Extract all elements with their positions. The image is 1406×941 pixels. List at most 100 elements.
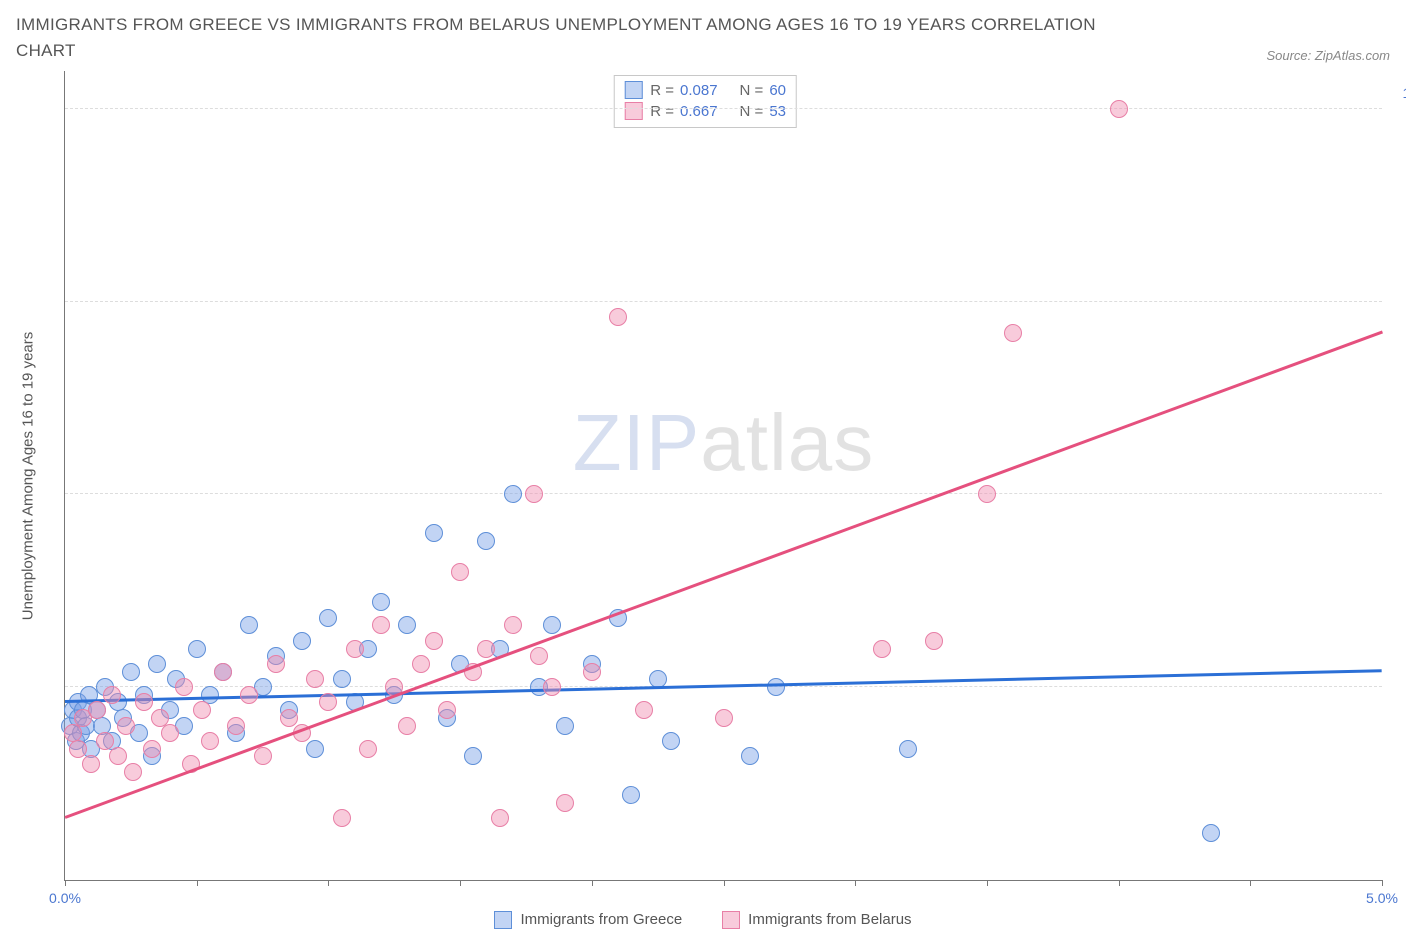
scatter-point [504,616,522,634]
scatter-point [333,670,351,688]
scatter-point [662,732,680,750]
scatter-point [240,616,258,634]
scatter-point [122,663,140,681]
scatter-point [306,740,324,758]
scatter-point [346,640,364,658]
legend-label: Immigrants from Belarus [748,911,911,928]
legend-swatch [624,81,642,99]
stats-row: R = 0.667 N = 53 [624,101,786,122]
scatter-point [398,616,416,634]
scatter-point [767,678,785,696]
x-tick-label: 0.0% [49,890,81,906]
scatter-point [530,647,548,665]
x-tick [460,880,461,886]
scatter-point [556,794,574,812]
gridline [65,493,1382,494]
x-tick [1382,880,1383,886]
x-tick [1250,880,1251,886]
scatter-point [412,655,430,673]
legend-item: Immigrants from Greece [494,911,682,929]
scatter-point [372,593,390,611]
scatter-point [227,717,245,735]
x-tick [855,880,856,886]
scatter-point [201,732,219,750]
scatter-point [135,693,153,711]
scatter-point [254,747,272,765]
n-value: 60 [769,80,786,101]
scatter-point [477,532,495,550]
r-label: R = [650,80,674,101]
chart-title: IMMIGRANTS FROM GREECE VS IMMIGRANTS FRO… [16,12,1136,65]
scatter-point [425,632,443,650]
scatter-point [556,717,574,735]
scatter-point [543,678,561,696]
y-tick-label: 25.0% [1390,663,1406,679]
scatter-point [240,686,258,704]
scatter-point [372,616,390,634]
legend-item: Immigrants from Belarus [722,911,911,929]
scatter-point [438,701,456,719]
series-legend: Immigrants from Greece Immigrants from Be… [16,911,1390,929]
scatter-point [715,709,733,727]
x-tick [1119,880,1120,886]
scatter-point [267,655,285,673]
legend-label: Immigrants from Greece [520,911,682,928]
scatter-point [925,632,943,650]
scatter-point [319,693,337,711]
source-label: Source: ZipAtlas.com [1266,48,1390,65]
n-label: N = [740,101,764,122]
scatter-point [109,747,127,765]
scatter-point [124,763,142,781]
scatter-point [583,663,601,681]
r-label: R = [650,101,674,122]
x-tick [724,880,725,886]
scatter-point [1004,324,1022,342]
y-tick-label: 75.0% [1390,278,1406,294]
scatter-point [899,740,917,758]
scatter-point [1110,100,1128,118]
scatter-point [280,709,298,727]
scatter-point [293,632,311,650]
r-value: 0.667 [680,101,718,122]
scatter-point [193,701,211,719]
scatter-point [622,786,640,804]
scatter-point [143,740,161,758]
scatter-point [161,724,179,742]
scatter-point [117,717,135,735]
watermark: ZIPatlas [573,397,874,489]
x-tick [987,880,988,886]
scatter-point [96,732,114,750]
n-value: 53 [769,101,786,122]
scatter-point [873,640,891,658]
scatter-point [319,609,337,627]
x-tick [65,880,66,886]
x-tick-label: 5.0% [1366,890,1398,906]
chart-container: Unemployment Among Ages 16 to 19 years Z… [16,71,1390,881]
scatter-point [359,740,377,758]
scatter-point [741,747,759,765]
scatter-point [82,755,100,773]
scatter-point [88,701,106,719]
x-tick [197,880,198,886]
scatter-point [978,485,996,503]
scatter-point [306,670,324,688]
gridline [65,301,1382,302]
scatter-point [451,563,469,581]
scatter-point [635,701,653,719]
plot-area: ZIPatlas R = 0.087N = 60R = 0.667N = 53 … [64,71,1382,881]
legend-swatch [624,102,642,120]
legend-swatch [494,911,512,929]
y-tick-label: 50.0% [1390,470,1406,486]
scatter-point [464,747,482,765]
stats-row: R = 0.087N = 60 [624,80,786,101]
stats-legend-box: R = 0.087N = 60R = 0.667 N = 53 [613,75,797,128]
trend-line [65,330,1383,818]
x-tick [592,880,593,886]
scatter-point [333,809,351,827]
scatter-point [543,616,561,634]
scatter-point [609,308,627,326]
y-axis-label: Unemployment Among Ages 16 to 19 years [20,331,37,620]
legend-swatch [722,911,740,929]
gridline [65,108,1382,109]
scatter-point [504,485,522,503]
